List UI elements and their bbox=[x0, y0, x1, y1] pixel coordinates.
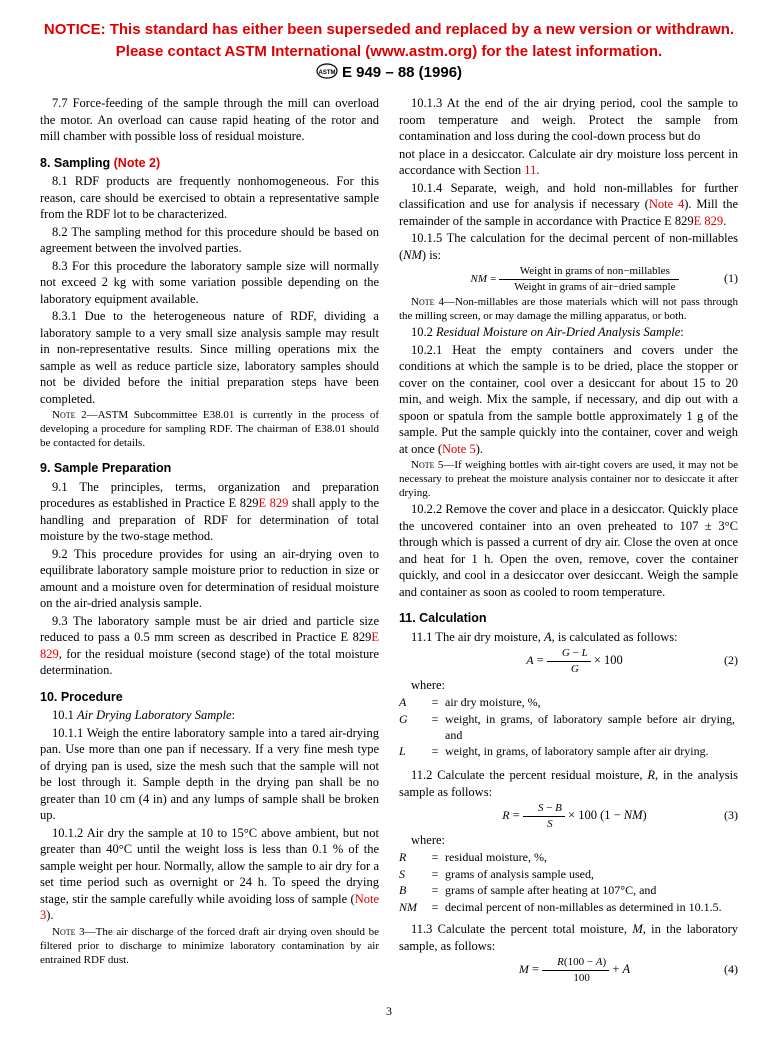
note-4: Note 4—Non-millables are those materials… bbox=[399, 295, 738, 323]
notice-banner-line1: NOTICE: This standard has either been su… bbox=[40, 20, 738, 40]
link-e829-3[interactable]: E 829 bbox=[694, 214, 724, 228]
eq1-number: (1) bbox=[712, 271, 738, 287]
note4-link[interactable]: Note 4 bbox=[649, 197, 684, 211]
note5-link[interactable]: Note 5 bbox=[442, 442, 476, 456]
eq4-number: (4) bbox=[712, 962, 738, 978]
standard-header: ASTM E 949 – 88 (1996) bbox=[40, 63, 738, 83]
note3-label: Note 3— bbox=[52, 926, 96, 938]
note-5: Note 5—If weighing bottles with air-tigh… bbox=[399, 458, 738, 500]
equation-1: NM = Weight in grams of non−millablesWei… bbox=[399, 264, 738, 294]
para-11-3: 11.3 Calculate the percent total moistur… bbox=[399, 921, 738, 954]
para-8-1: 8.1 RDF products are frequently nonhomog… bbox=[40, 173, 379, 223]
equation-2: A = G − LG × 100 (2) bbox=[399, 646, 738, 676]
equation-3: R = S − BS × 100 (1 − NM) (3) bbox=[399, 801, 738, 831]
heading-11: 11. Calculation bbox=[399, 610, 738, 627]
para-8-2: 8.2 The sampling method for this procedu… bbox=[40, 224, 379, 257]
astm-logo-icon: ASTM bbox=[316, 63, 338, 83]
where-label-1: where: bbox=[399, 677, 738, 694]
note2-label: Note 2— bbox=[52, 409, 98, 421]
note-2: Note 2—ASTM Subcommittee E38.01 is curre… bbox=[40, 408, 379, 450]
para-10-2-2: 10.2.2 Remove the cover and place in a d… bbox=[399, 501, 738, 600]
para-9-3: 9.3 The laboratory sample must be air dr… bbox=[40, 613, 379, 679]
para-10-1-5: 10.1.5 The calculation for the decimal p… bbox=[399, 230, 738, 263]
para-7-7: 7.7 Force-feeding of the sample through … bbox=[40, 95, 379, 145]
para-10-1-head: 10.1 Air Drying Laboratory Sample: bbox=[40, 707, 379, 724]
para-8-3: 8.3 For this procedure the laboratory sa… bbox=[40, 258, 379, 308]
para-10-1-3a: 10.1.3 At the end of the air drying peri… bbox=[399, 95, 738, 145]
para-9-1: 9.1 The principles, terms, organization … bbox=[40, 479, 379, 545]
heading-10: 10. Procedure bbox=[40, 689, 379, 706]
designation-text: E 949 – 88 (1996) bbox=[342, 64, 462, 81]
para-10-1-4: 10.1.4 Separate, weigh, and hold non-mil… bbox=[399, 180, 738, 230]
para-10-1-1: 10.1.1 Weigh the entire laboratory sampl… bbox=[40, 725, 379, 824]
para-11-1: 11.1 The air dry moisture, A, is calcula… bbox=[399, 629, 738, 646]
equation-4: M = R(100 − A)100 + A (4) bbox=[399, 955, 738, 985]
section-11-link[interactable]: 11 bbox=[524, 163, 536, 177]
para-10-2-1: 10.2.1 Heat the empty containers and cov… bbox=[399, 342, 738, 458]
note2-heading-link[interactable]: (Note 2) bbox=[114, 156, 161, 170]
page-number: 3 bbox=[40, 1004, 738, 1019]
heading-8: 8. Sampling (Note 2) bbox=[40, 155, 379, 172]
para-10-1-2: 10.1.2 Air dry the sample at 10 to 15°C … bbox=[40, 825, 379, 924]
svg-text:ASTM: ASTM bbox=[318, 70, 335, 76]
para-11-2: 11.2 Calculate the percent residual mois… bbox=[399, 767, 738, 800]
para-10-2-head: 10.2 Residual Moisture on Air-Dried Anal… bbox=[399, 324, 738, 341]
eq2-number: (2) bbox=[712, 654, 738, 670]
eq3-number: (3) bbox=[712, 808, 738, 824]
note5-label: Note 5— bbox=[411, 459, 454, 471]
notice-banner-line2: Please contact ASTM International (www.a… bbox=[40, 42, 738, 62]
where-table-1: A=air dry moisture, %, G=weight, in gram… bbox=[399, 695, 738, 761]
body-columns: 7.7 Force-feeding of the sample through … bbox=[40, 95, 738, 986]
where-label-2: where: bbox=[399, 832, 738, 849]
link-e829-1[interactable]: E 829 bbox=[258, 496, 288, 510]
document-page: NOTICE: This standard has either been su… bbox=[0, 0, 778, 1049]
heading-9: 9. Sample Preparation bbox=[40, 460, 379, 477]
where-table-2: R=residual moisture, %, S=grams of analy… bbox=[399, 850, 725, 917]
para-10-1-3b: not place in a desiccator. Calculate air… bbox=[399, 146, 738, 179]
note-3: Note 3—The air discharge of the forced d… bbox=[40, 925, 379, 967]
para-9-2: 9.2 This procedure provides for using an… bbox=[40, 546, 379, 612]
para-8-3-1: 8.3.1 Due to the heterogeneous nature of… bbox=[40, 308, 379, 407]
note4-label: Note 4— bbox=[411, 296, 455, 308]
